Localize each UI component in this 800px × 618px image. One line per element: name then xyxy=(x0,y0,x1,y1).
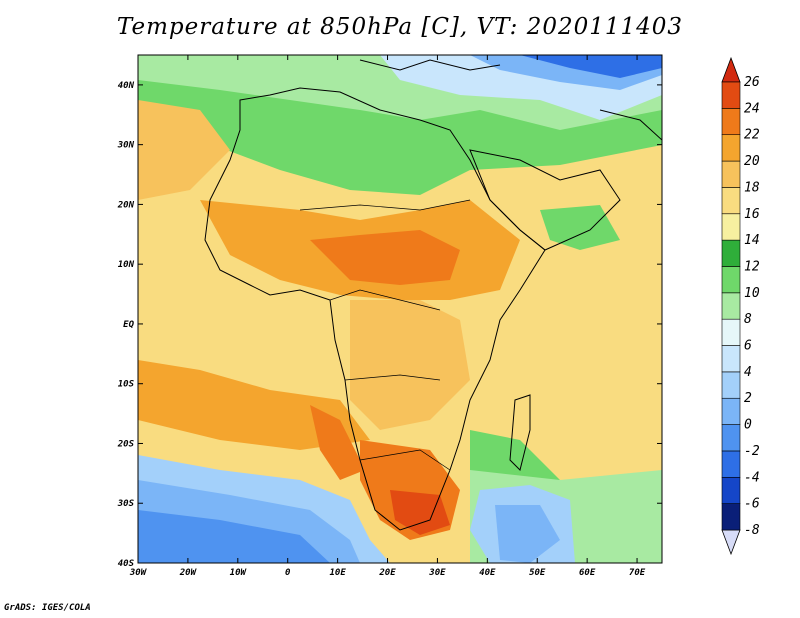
lat-tick-label: 40S xyxy=(118,559,135,569)
temperature-field xyxy=(138,55,662,563)
country-borders xyxy=(299,199,471,471)
colorbar-segment xyxy=(721,292,741,320)
colorbar-segment xyxy=(721,266,741,294)
lat-tick-label: 40N xyxy=(118,81,135,91)
europe-coastline xyxy=(359,59,501,71)
field-arabian-sea-green xyxy=(540,205,620,250)
colorbar-segment xyxy=(721,213,741,241)
colorbar-segment xyxy=(721,345,741,373)
colorbar-segment xyxy=(721,81,741,109)
colorbar-label: -4 xyxy=(744,470,760,485)
colorbar-label: 26 xyxy=(744,75,760,90)
lat-tick-label: 30N xyxy=(117,141,135,151)
map-title: Temperature at 850hPa [C], VT: 202011140… xyxy=(116,14,684,40)
colorbar-label: -8 xyxy=(744,523,760,538)
field-sahel-hot xyxy=(310,230,460,285)
colorbar-label: 24 xyxy=(744,101,760,116)
africa-coastline xyxy=(204,87,546,531)
colorbar-label: 14 xyxy=(744,233,760,248)
colorbar-label: 0 xyxy=(744,418,752,433)
lon-tick-label: 50E xyxy=(529,568,546,578)
lon-tick-label: 40E xyxy=(479,568,496,578)
lat-tick-label: 20S xyxy=(117,439,135,449)
field-namibia-hot xyxy=(310,405,365,480)
asia-coastline xyxy=(599,109,662,141)
colorbar-segment xyxy=(721,503,741,531)
lat-tick-label: 10S xyxy=(118,380,135,390)
colorbar-label: 6 xyxy=(744,339,752,354)
colorbar-label: -2 xyxy=(744,444,760,459)
field-south-atlantic-colder xyxy=(138,510,330,563)
colorbar-segment xyxy=(721,424,741,452)
madagascar-coastline xyxy=(509,394,531,471)
lon-tick-label: 20E xyxy=(378,568,396,578)
lat-tick-label: 30S xyxy=(117,499,135,509)
field-atlantic-warm xyxy=(138,100,230,200)
colorbar-segment xyxy=(721,476,741,504)
colorbar-segment xyxy=(721,318,741,346)
colorbar-segment xyxy=(721,397,741,425)
colorbar-segment xyxy=(721,160,741,188)
colorbar-label: 16 xyxy=(744,207,760,222)
lon-tick-label: 10W xyxy=(230,568,248,578)
colorbar-label: 2 xyxy=(744,391,752,406)
colorbar-label: 20 xyxy=(744,154,760,169)
lat-tick-label: 10N xyxy=(118,260,135,270)
colorbar-label: 22 xyxy=(744,128,760,143)
map-frame xyxy=(137,54,663,564)
colorbar-segment xyxy=(721,371,741,399)
colorbar-segment xyxy=(721,450,741,478)
lon-tick-label: 0 xyxy=(285,568,291,578)
lon-tick-label: 30W xyxy=(129,568,148,578)
colorbar-under-arrow xyxy=(721,529,741,556)
lat-tick-label: EQ xyxy=(123,320,134,330)
field-south-indian-cold xyxy=(495,505,560,563)
arabia-coastline xyxy=(469,149,621,251)
colorbar-label: 10 xyxy=(744,286,760,301)
field-north-coldest xyxy=(520,55,662,78)
grads-credit: GrADS: IGES/COLA xyxy=(4,603,91,613)
colorbar-segment xyxy=(721,108,741,136)
colorbar-segment xyxy=(721,134,741,162)
colorbar-segment xyxy=(721,239,741,267)
field-south-atlantic-warm xyxy=(138,360,370,450)
lon-tick-label: 60E xyxy=(579,568,596,578)
lon-tick-label: 30E xyxy=(428,568,446,578)
colorbar-label: 8 xyxy=(744,312,752,327)
colorbar-label: -6 xyxy=(744,497,760,512)
lon-tick-label: 10E xyxy=(329,568,346,578)
colorbar-over-arrow xyxy=(721,56,741,83)
lat-tick-label: 20N xyxy=(117,200,135,210)
field-south-africa-hot xyxy=(390,490,450,535)
colorbar-label: 18 xyxy=(744,180,760,195)
field-central-africa xyxy=(350,300,470,430)
colorbar-segment xyxy=(721,187,741,215)
lon-tick-label: 20W xyxy=(179,568,198,578)
colorbar-label: 12 xyxy=(744,259,760,274)
coastlines xyxy=(204,59,662,531)
colorbar-label: 4 xyxy=(744,365,752,380)
map-axes: 30W 20W 10W 0 10E 20E 30E 40E 50E 60E 70E 40N 30N 20N… xyxy=(117,55,662,578)
lon-tick-label: 70E xyxy=(629,568,646,578)
